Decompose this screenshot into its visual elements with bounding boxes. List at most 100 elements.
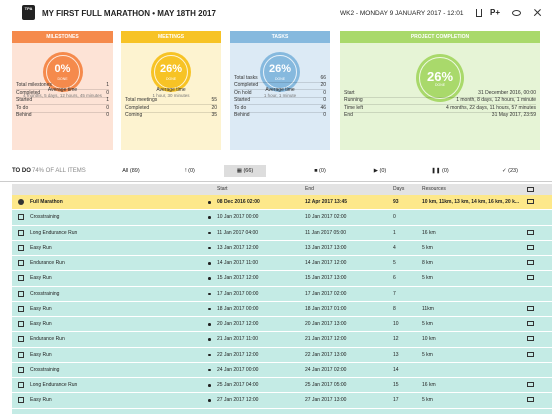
progress-ring	[45, 55, 80, 89]
card-title: TASKS	[230, 31, 330, 43]
table-row[interactable]: Easy Run 22 Jan 2017 12:00 22 Jan 2017 13:…	[12, 347, 552, 362]
status-dot	[208, 246, 211, 250]
end: 14 Jan 2017 12:00	[305, 260, 347, 266]
filter-tab[interactable]: All (89)	[122, 168, 140, 174]
start: 10 Jan 2017 00:00	[217, 214, 259, 221]
filter-tab[interactable]: ▶ (0)	[373, 168, 387, 174]
end: 22 Jan 2017 13:00	[305, 351, 347, 358]
status-dot	[208, 262, 211, 265]
status-dot	[208, 201, 211, 204]
table-row[interactable]: Endurance Run 21 Jan 2017 11:00 21 Jan 201…	[12, 332, 552, 347]
logo-text: TPA	[24, 6, 33, 11]
table-row[interactable]: Easy Run 15 Jan 2017 12:00 15 Jan 2017 13:…	[12, 271, 552, 286]
mail-icon[interactable]	[527, 199, 534, 204]
resources: 10 km, 11km, 13 km, 14 km, 16 km, 20 k..…	[422, 199, 520, 205]
end: 13 Jan 2017 13:00	[305, 244, 347, 251]
start: 18 Jan 2017 00:00	[217, 305, 259, 312]
stat-label: To do	[234, 104, 247, 111]
stat-line	[234, 96, 326, 97]
stat-label: Completed	[234, 82, 259, 88]
mail-icon[interactable]	[527, 321, 534, 326]
stat-line	[344, 111, 536, 112]
mail-icon[interactable]	[527, 382, 534, 387]
resources: 5 km	[422, 321, 433, 327]
mail-icon[interactable]	[527, 229, 534, 235]
stat-line	[234, 81, 326, 82]
mail-icon[interactable]	[527, 305, 534, 311]
card: TASKS 26% DONE Average time 1 hour, 1 minute…	[230, 31, 330, 150]
days: 12	[393, 336, 399, 343]
stat-label: Time left	[344, 104, 363, 111]
card: MEETINGS 26% DONE Average time 1 hour, 30 mi…	[121, 31, 221, 150]
progress-ring	[419, 57, 461, 99]
progress-ring	[154, 55, 188, 89]
mail-icon[interactable]	[527, 397, 534, 403]
task-name: Easy Run	[30, 351, 52, 358]
mail-icon[interactable]	[527, 244, 534, 250]
mail-icon[interactable]	[527, 336, 534, 342]
status-dot	[208, 323, 211, 326]
resources: 16 km	[422, 382, 436, 388]
done-label: DONE	[274, 77, 286, 81]
task-name: Full Marathon	[30, 199, 63, 205]
filter-tab[interactable]: ✓ (23)	[502, 168, 518, 174]
mail-icon[interactable]	[527, 351, 534, 357]
percent: 26%	[426, 69, 454, 84]
filter-tab[interactable]: ■ (0)	[314, 168, 326, 174]
table-row[interactable]: Crosstraining 17 Jan 2017 00:00 17 Jan 201…	[12, 286, 552, 301]
mail-icon[interactable]	[527, 275, 534, 281]
filter-tab[interactable]: ❚❚ (0)	[431, 168, 449, 174]
start: 20 Jan 2017 12:00	[217, 321, 259, 327]
stat-label: Started	[234, 97, 251, 103]
row-icon	[18, 351, 24, 358]
stat-value: 20	[211, 104, 217, 111]
mail-icon[interactable]	[527, 260, 534, 265]
stat-value: 0	[106, 104, 109, 111]
table-row[interactable]: Easy Run 27 Jan 2017 12:00 27 Jan 2017 13:…	[12, 393, 552, 408]
days: 0	[393, 214, 396, 221]
end: 20 Jan 2017 13:00	[305, 321, 347, 327]
table-row[interactable]: Long Endurance Run 11 Jan 2017 04:00 11 Ja…	[12, 225, 552, 240]
stat-label: End	[344, 112, 353, 118]
stat-line	[16, 111, 109, 112]
table-row[interactable]: Endurance Run 14 Jan 2017 11:00 14 Jan 201…	[12, 256, 552, 271]
status-dot	[208, 277, 211, 280]
column-header: Resources	[422, 186, 446, 192]
row-icon	[18, 260, 24, 266]
days: 7	[393, 290, 396, 297]
table-row[interactable]: Easy Run 18 Jan 2017 00:00 18 Jan 2017 01:…	[12, 301, 552, 316]
card-title: MEETINGS	[121, 31, 221, 43]
task-name: Easy Run	[30, 244, 52, 251]
days: 8	[393, 305, 396, 312]
table-row[interactable]: Crosstraining 24 Jan 2017 00:00 24 Jan 201…	[12, 362, 552, 377]
days: 1	[393, 229, 396, 236]
table-row[interactable]: Full Marathon 08 Dec 2016 02:00 12 Apr 201…	[12, 195, 552, 210]
table-row[interactable]: Crosstraining 10 Jan 2017 00:00 10 Jan 201…	[12, 210, 552, 225]
start: 13 Jan 2017 12:00	[217, 244, 259, 251]
percent: 26%	[268, 63, 292, 75]
end: 21 Jan 2017 12:00	[305, 336, 347, 343]
stat-value: 31 December 2016, 00:00	[478, 89, 536, 96]
share-icon[interactable]	[476, 9, 482, 17]
days: 15	[393, 382, 399, 388]
task-name: Crosstraining	[30, 366, 60, 373]
action[interactable]: P+	[490, 8, 501, 17]
end: 18 Jan 2017 01:00	[305, 305, 347, 312]
row-icon	[18, 397, 24, 404]
table-row[interactable]: Easy Run 13 Jan 2017 12:00 13 Jan 2017 13:…	[12, 240, 552, 255]
table-row[interactable]: Long Endurance Run 25 Jan 2017 04:00 25 Ja…	[12, 378, 552, 393]
table-row[interactable]: Easy Run 20 Jan 2017 12:00 20 Jan 2017 13:…	[12, 317, 552, 332]
filter-tab[interactable]: ▦ (66)	[236, 168, 254, 174]
row-icon	[18, 305, 24, 312]
stat-line	[344, 104, 536, 105]
resources: 5 km	[422, 397, 433, 404]
task-name: Endurance Run	[30, 260, 65, 266]
eye-icon[interactable]	[512, 10, 521, 16]
start: 14 Jan 2017 11:00	[217, 260, 259, 266]
row-icon	[18, 382, 24, 388]
filter-tab[interactable]: ! (0)	[185, 168, 195, 174]
stat-label: Behind	[234, 112, 250, 118]
row-icon	[18, 275, 24, 282]
done-label: DONE	[434, 83, 446, 87]
